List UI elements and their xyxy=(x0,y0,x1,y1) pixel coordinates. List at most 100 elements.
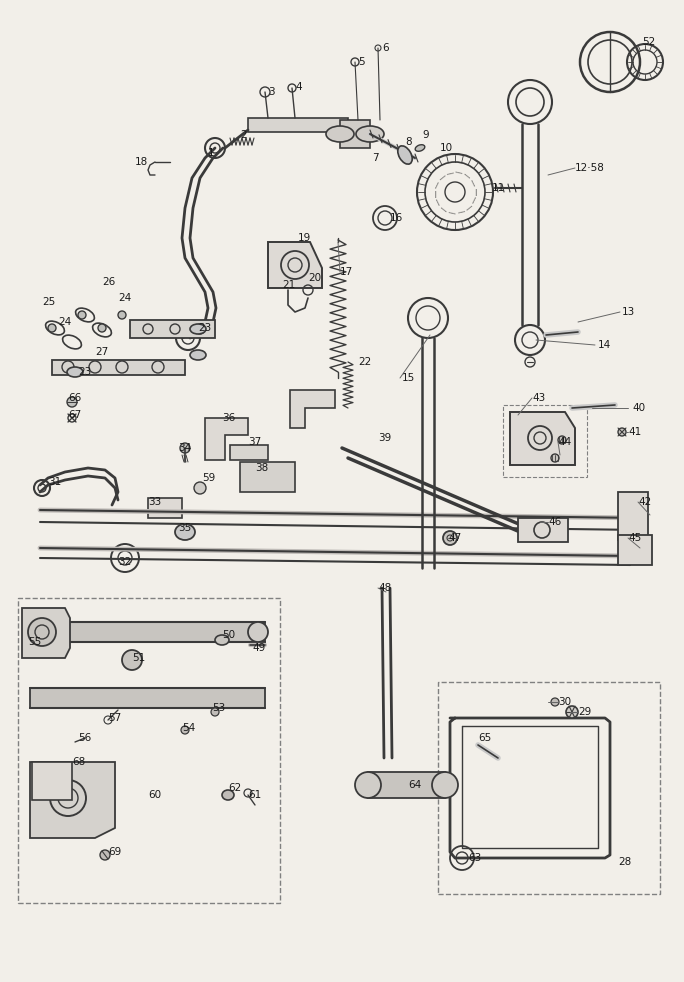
Ellipse shape xyxy=(432,772,458,798)
Text: |: | xyxy=(456,171,463,175)
Text: |: | xyxy=(464,204,471,211)
Polygon shape xyxy=(22,608,70,658)
Text: 37: 37 xyxy=(248,437,261,447)
Text: 10: 10 xyxy=(440,143,453,153)
Text: 69: 69 xyxy=(108,847,121,857)
Polygon shape xyxy=(268,242,322,288)
Text: 33: 33 xyxy=(148,497,161,507)
Text: 53: 53 xyxy=(212,703,225,713)
Polygon shape xyxy=(340,120,370,148)
Ellipse shape xyxy=(175,524,195,540)
Text: 39: 39 xyxy=(378,433,391,443)
Text: 46: 46 xyxy=(548,517,562,527)
Circle shape xyxy=(443,531,457,545)
Text: 44: 44 xyxy=(558,437,571,447)
Text: |: | xyxy=(447,171,454,175)
Text: 16: 16 xyxy=(390,213,404,223)
Text: 19: 19 xyxy=(298,233,311,243)
Text: 7: 7 xyxy=(372,153,379,163)
Circle shape xyxy=(558,436,566,444)
Text: 12·58: 12·58 xyxy=(575,163,605,173)
Text: 13: 13 xyxy=(622,307,635,317)
Text: |: | xyxy=(434,189,436,195)
Text: 49: 49 xyxy=(252,643,265,653)
Polygon shape xyxy=(618,492,648,540)
Polygon shape xyxy=(248,118,348,132)
Circle shape xyxy=(118,311,126,319)
Text: 52: 52 xyxy=(642,37,655,47)
Text: 24: 24 xyxy=(118,293,131,303)
Circle shape xyxy=(211,708,219,716)
Text: |: | xyxy=(464,173,471,180)
Text: 31: 31 xyxy=(48,477,62,487)
Text: |: | xyxy=(474,189,476,195)
Text: 30: 30 xyxy=(558,697,571,707)
Polygon shape xyxy=(240,462,295,492)
Text: 38: 38 xyxy=(255,463,268,473)
Polygon shape xyxy=(368,772,445,798)
Text: 48: 48 xyxy=(378,583,391,593)
Circle shape xyxy=(67,397,77,407)
Text: 3: 3 xyxy=(268,87,274,97)
Text: 24: 24 xyxy=(58,317,71,327)
Text: 14: 14 xyxy=(598,340,611,350)
Ellipse shape xyxy=(248,622,268,642)
Polygon shape xyxy=(30,622,265,642)
Text: 55: 55 xyxy=(28,637,41,647)
Text: 36: 36 xyxy=(222,413,235,423)
Text: 51: 51 xyxy=(132,653,145,663)
Polygon shape xyxy=(148,498,182,518)
Text: 27: 27 xyxy=(95,347,108,357)
Ellipse shape xyxy=(398,146,412,164)
Text: 64: 64 xyxy=(408,780,421,790)
Text: 22: 22 xyxy=(358,357,371,367)
Text: 65: 65 xyxy=(478,733,491,743)
Text: 61: 61 xyxy=(248,790,261,800)
Text: 5: 5 xyxy=(358,57,365,67)
Ellipse shape xyxy=(190,324,206,334)
Ellipse shape xyxy=(222,790,234,800)
Circle shape xyxy=(566,706,578,718)
Text: |: | xyxy=(434,197,440,204)
Text: |: | xyxy=(471,180,475,187)
Ellipse shape xyxy=(190,350,206,360)
Text: 23: 23 xyxy=(78,367,91,377)
Text: 54: 54 xyxy=(182,723,195,733)
Circle shape xyxy=(525,357,535,367)
Text: 23: 23 xyxy=(198,323,211,333)
Text: 4: 4 xyxy=(295,82,302,92)
Text: 28: 28 xyxy=(618,857,631,867)
Text: 9: 9 xyxy=(422,130,429,140)
Text: 34: 34 xyxy=(178,443,192,453)
Bar xyxy=(18,598,280,903)
Polygon shape xyxy=(52,360,185,375)
Text: 59: 59 xyxy=(202,473,215,483)
Text: 50: 50 xyxy=(222,630,235,640)
Text: 35: 35 xyxy=(178,523,192,533)
Text: 20: 20 xyxy=(308,273,321,283)
Ellipse shape xyxy=(355,772,381,798)
Text: 56: 56 xyxy=(78,733,91,743)
Text: 18: 18 xyxy=(135,157,148,167)
Circle shape xyxy=(48,324,56,332)
Circle shape xyxy=(28,618,56,646)
Circle shape xyxy=(100,850,110,860)
Ellipse shape xyxy=(215,635,229,645)
Circle shape xyxy=(551,454,559,462)
Ellipse shape xyxy=(122,650,142,670)
Ellipse shape xyxy=(356,126,384,142)
Text: 11: 11 xyxy=(492,183,505,193)
Text: 21: 21 xyxy=(282,280,295,290)
Text: |: | xyxy=(434,180,440,187)
Text: 63: 63 xyxy=(468,853,482,863)
Polygon shape xyxy=(30,688,265,708)
Bar xyxy=(438,682,660,894)
Text: 67: 67 xyxy=(68,410,81,420)
Text: 26: 26 xyxy=(102,277,115,287)
Ellipse shape xyxy=(30,622,50,642)
Text: 40: 40 xyxy=(632,403,645,413)
Polygon shape xyxy=(618,535,652,565)
Text: 15: 15 xyxy=(402,373,415,383)
Text: |: | xyxy=(447,209,454,213)
Text: |: | xyxy=(471,197,475,204)
